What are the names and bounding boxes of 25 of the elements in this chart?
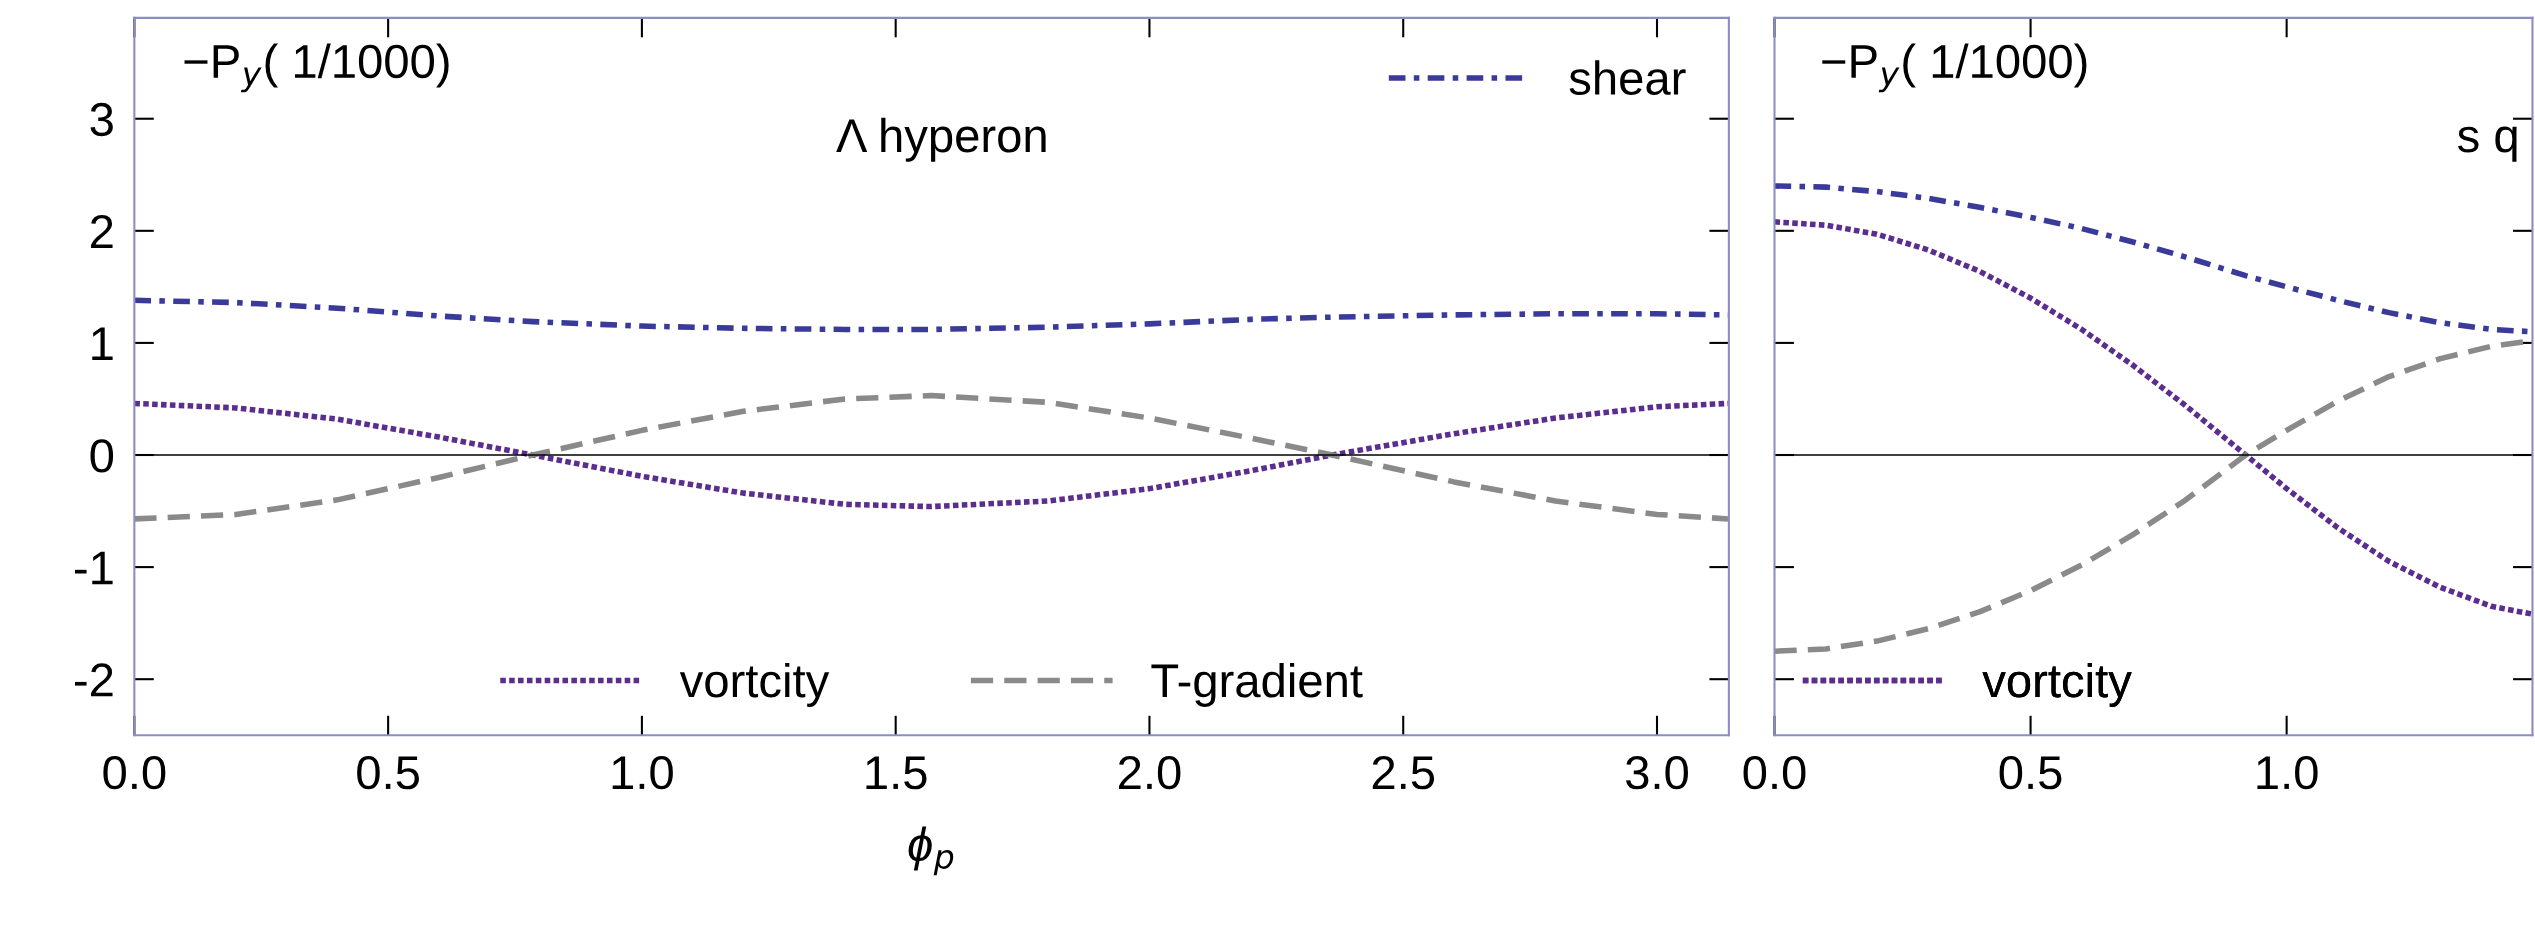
legend-label: shear bbox=[1569, 60, 1686, 96]
legend-label: vortcity bbox=[679, 662, 830, 707]
y-tick-label: 3 bbox=[90, 102, 113, 137]
x-tick-label: 2.0 bbox=[1119, 755, 1181, 790]
annotation: Λ hyperon bbox=[836, 117, 1046, 162]
y-tick-label: -1 bbox=[75, 551, 113, 585]
x-tick-label: 0.5 bbox=[357, 755, 419, 790]
y-tick-label: -2 bbox=[75, 663, 113, 697]
x-axis-title: ϕ$_{p}$ bbox=[908, 826, 954, 876]
x-tick-label: 2.5 bbox=[1372, 755, 1435, 790]
legend-label: vortcity bbox=[1982, 662, 2132, 707]
y-tick-label: 1 bbox=[92, 327, 113, 361]
annotation: −P$_{y}$( 1/1000) bbox=[184, 43, 449, 93]
x-tick-label: 1.5 bbox=[866, 756, 927, 790]
y-tick-label: 2 bbox=[91, 214, 113, 248]
x-tick-label: 3.0 bbox=[1625, 755, 1688, 790]
annotation: −P$_{y}$( 1/1000) bbox=[1822, 43, 2087, 93]
legend-label: T-gradient bbox=[1151, 662, 1363, 707]
x-tick-label: 0.0 bbox=[103, 755, 166, 790]
x-tick-label: 1.0 bbox=[2257, 755, 2318, 790]
x-tick-label: 0.0 bbox=[1743, 755, 1806, 790]
x-tick-label: 0.5 bbox=[1999, 755, 2062, 790]
x-tick-label: 1.0 bbox=[612, 755, 673, 790]
y-tick-label: 0 bbox=[90, 439, 114, 473]
annotation: s q bbox=[2457, 126, 2517, 162]
